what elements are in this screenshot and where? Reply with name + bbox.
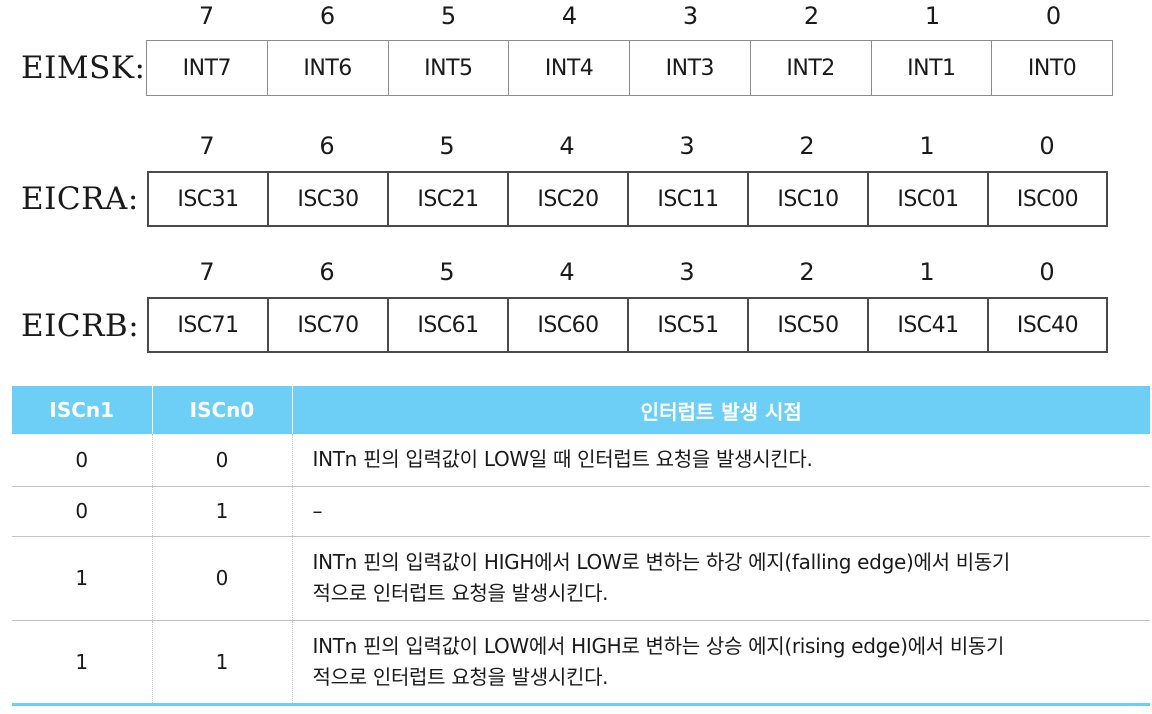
cell-iscn1: 0 xyxy=(12,434,152,487)
cell-iscn1: 0 xyxy=(12,486,152,537)
register-bit: ISC00 xyxy=(1016,186,1079,212)
bit-number: 4 xyxy=(559,258,575,286)
register-bit: ISC60 xyxy=(509,299,629,351)
header-iscn0: ISCn0 xyxy=(151,386,292,434)
cell-iscn0: 1 xyxy=(151,486,292,537)
bit-number: 4 xyxy=(561,2,578,30)
register-bit: INT3 xyxy=(630,41,751,95)
register-bit: ISC01 xyxy=(869,173,989,225)
register-bit: ISC11 xyxy=(629,173,749,225)
cell-description: INTn 핀의 입력값이 HIGH에서 LOW로 변하는 하강 에지(falli… xyxy=(291,536,1150,621)
table-row: 0 0 INTn 핀의 입력값이 LOW일 때 인터럽트 요청을 발생시킨다. xyxy=(12,434,1150,487)
register-bit: INT4 xyxy=(509,41,630,95)
cell-iscn0: 1 xyxy=(151,620,292,706)
register-bit: ISC51 xyxy=(629,299,749,351)
cell-description: INTn 핀의 입력값이 LOW에서 HIGH로 변하는 상승 에지(risin… xyxy=(291,620,1150,706)
bit-number: 7 xyxy=(199,258,215,286)
bit-number: 7 xyxy=(199,132,215,160)
eimsk-bit-numbers: 7 6 5 4 3 2 1 0 xyxy=(146,2,1114,30)
register-bit: INT1 xyxy=(872,41,993,95)
bit-number: 5 xyxy=(439,132,455,160)
description-line: INTn 핀의 입력값이 LOW에서 HIGH로 변하는 상승 에지(risin… xyxy=(312,633,1005,658)
bit-number: 3 xyxy=(679,258,695,286)
table-row: 1 1 INTn 핀의 입력값이 LOW에서 HIGH로 변하는 상승 에지(r… xyxy=(12,620,1150,706)
cell-iscn1: 1 xyxy=(12,536,152,621)
register-bit: ISC20 xyxy=(509,173,629,225)
register-bit: ISC41 xyxy=(869,299,989,351)
bit-number: 3 xyxy=(682,2,699,30)
bit-number: 5 xyxy=(440,2,457,30)
bit-number: 7 xyxy=(198,2,215,30)
bit-number: 1 xyxy=(924,2,941,30)
register-bit: INT6 xyxy=(268,41,389,95)
description-line: INTn 핀의 입력값이 HIGH에서 LOW로 변하는 하강 에지(falli… xyxy=(312,550,1011,574)
register-bit: ISC30 xyxy=(269,173,389,225)
eicra-bit-numbers: 7 6 5 4 3 2 1 0 xyxy=(147,132,1107,160)
bit-number: 2 xyxy=(799,258,815,286)
register-bit: ISC71 xyxy=(149,299,269,351)
register-bit: ISC40 xyxy=(1016,312,1079,338)
register-bit: INT5 xyxy=(389,41,510,95)
cell-iscn1: 1 xyxy=(12,620,152,706)
bit-number: 2 xyxy=(799,132,815,160)
eicrb-label: EICRB: xyxy=(21,308,140,344)
isc-mode-table: ISCn1 ISCn0 인터럽트 발생 시점 0 0 INTn 핀의 입력값이 … xyxy=(12,386,1150,706)
eicra-label: EICRA: xyxy=(21,181,139,217)
bit-number: 4 xyxy=(559,132,575,160)
cell-iscn0: 0 xyxy=(151,434,292,487)
register-bit: INT7 xyxy=(147,41,268,95)
cell-iscn0: 0 xyxy=(151,536,292,621)
register-bit: ISC70 xyxy=(269,299,389,351)
bit-number: 6 xyxy=(319,2,336,30)
bit-number: 0 xyxy=(1045,2,1062,30)
description-line: – xyxy=(312,498,323,523)
bit-number: 6 xyxy=(319,258,335,286)
eicrb-bit-numbers: 7 6 5 4 3 2 1 0 xyxy=(147,258,1107,286)
bit-number: 1 xyxy=(919,258,935,286)
header-iscn1: ISCn1 xyxy=(12,386,152,434)
eicrb-register: ISC71 ISC70 ISC61 ISC60 ISC51 ISC50 ISC4… xyxy=(147,297,1108,353)
bit-number: 2 xyxy=(803,2,820,30)
register-bit: INT0 xyxy=(1027,55,1077,81)
register-bit: ISC50 xyxy=(749,299,869,351)
table-row: 0 1 – xyxy=(12,486,1150,537)
register-bit: ISC10 xyxy=(749,173,869,225)
register-bit: ISC21 xyxy=(389,173,509,225)
bit-number: 0 xyxy=(1039,132,1055,160)
eimsk-label: EIMSK: xyxy=(21,50,146,86)
bit-number: 1 xyxy=(919,132,935,160)
register-bit: INT2 xyxy=(751,41,872,95)
cell-description: INTn 핀의 입력값이 LOW일 때 인터럽트 요청을 발생시킨다. xyxy=(291,434,1150,487)
bit-number: 5 xyxy=(439,258,455,286)
eicra-register: ISC31 ISC30 ISC21 ISC20 ISC11 ISC10 ISC0… xyxy=(147,171,1108,227)
description-line: INTn 핀의 입력값이 LOW일 때 인터럽트 요청을 발생시킨다. xyxy=(312,447,813,472)
eimsk-register: INT7 INT6 INT5 INT4 INT3 INT2 INT1 INT0 xyxy=(146,40,1113,96)
bit-number: 0 xyxy=(1039,258,1055,286)
description-line: 적으로 인터럽트 요청을 발생시킨다. xyxy=(312,664,609,689)
bit-number: 3 xyxy=(679,132,695,160)
header-interrupt-timing: 인터럽트 발생 시점 xyxy=(291,386,1150,434)
register-bit: ISC61 xyxy=(389,299,509,351)
bit-number: 6 xyxy=(319,132,335,160)
table-row: 1 0 INTn 핀의 입력값이 HIGH에서 LOW로 변하는 하강 에지(f… xyxy=(12,536,1150,621)
register-bit: ISC31 xyxy=(149,173,269,225)
table-header-row: ISCn1 ISCn0 인터럽트 발생 시점 xyxy=(12,386,1150,434)
description-line: 적으로 인터럽트 요청을 발생시킨다. xyxy=(312,581,609,605)
cell-description: – xyxy=(291,486,1150,537)
